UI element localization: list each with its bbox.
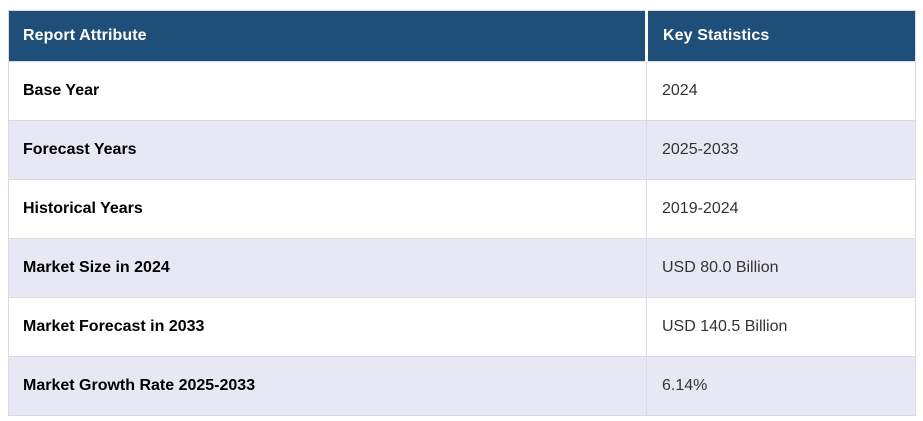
value-cell: USD 80.0 Billion [646,238,916,298]
table-row: Forecast Years 2025-2033 [8,120,916,180]
value-cell: 2025-2033 [646,120,916,180]
attribute-cell: Forecast Years [8,120,647,180]
column-header-report-attribute: Report Attribute [8,10,647,62]
report-statistics-table-container: Report Attribute Key Statistics Base Yea… [8,10,916,416]
table-row: Historical Years 2019-2024 [8,179,916,239]
attribute-cell: Base Year [8,61,647,121]
value-cell: 2019-2024 [646,179,916,239]
value-cell: USD 140.5 Billion [646,297,916,357]
attribute-cell: Market Growth Rate 2025-2033 [8,356,647,416]
report-statistics-table: Report Attribute Key Statistics Base Yea… [8,10,916,416]
table-row: Market Growth Rate 2025-2033 6.14% [8,356,916,416]
value-cell: 2024 [646,61,916,121]
table-row: Base Year 2024 [8,61,916,121]
attribute-cell: Historical Years [8,179,647,239]
table-header: Report Attribute Key Statistics [8,10,916,62]
table-body: Base Year 2024 Forecast Years 2025-2033 Hist… [8,61,916,416]
value-cell: 6.14% [646,356,916,416]
attribute-cell: Market Forecast in 2033 [8,297,647,357]
table-row: Market Forecast in 2033 USD 140.5 Billion [8,297,916,357]
attribute-cell: Market Size in 2024 [8,238,647,298]
column-header-key-statistics: Key Statistics [645,10,916,62]
table-row: Market Size in 2024 USD 80.0 Billion [8,238,916,298]
header-row: Report Attribute Key Statistics [8,10,916,62]
